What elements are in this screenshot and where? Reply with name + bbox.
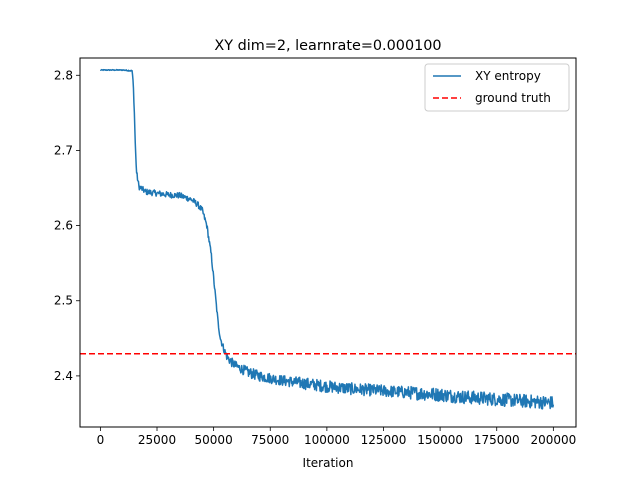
series-line-xy-entropy [99, 68, 555, 410]
y-tick-label: 2.5 [54, 294, 73, 308]
axes-ticks: 0 25000 50000 75000 100000 125000 150000 175000… [54, 68, 576, 447]
y-tick-label: 2.8 [54, 68, 73, 82]
x-tick-label: 200000 [530, 433, 576, 447]
x-tick-label: 175000 [474, 433, 520, 447]
x-tick-label: 0 [97, 433, 105, 447]
x-tick-label: 125000 [361, 433, 407, 447]
x-tick-label: 25000 [138, 433, 176, 447]
x-tick-label: 50000 [195, 433, 233, 447]
legend-label-xy-entropy: XY entropy [475, 69, 541, 83]
legend-label-ground-truth: ground truth [475, 91, 551, 105]
x-axis-label: Iteration [303, 456, 354, 470]
plot-series [80, 68, 576, 410]
y-tick-label: 2.7 [54, 143, 73, 157]
legend: XY entropy ground truth [424, 63, 570, 112]
y-tick-label: 2.4 [54, 369, 73, 383]
axes-frame [79, 57, 577, 428]
x-tick-label: 100000 [304, 433, 350, 447]
chart-title: XY dim=2, learnrate=0.000100 [214, 38, 441, 54]
x-tick-label: 75000 [251, 433, 289, 447]
y-tick-label: 2.6 [54, 219, 73, 233]
x-tick-label: 150000 [417, 433, 463, 447]
